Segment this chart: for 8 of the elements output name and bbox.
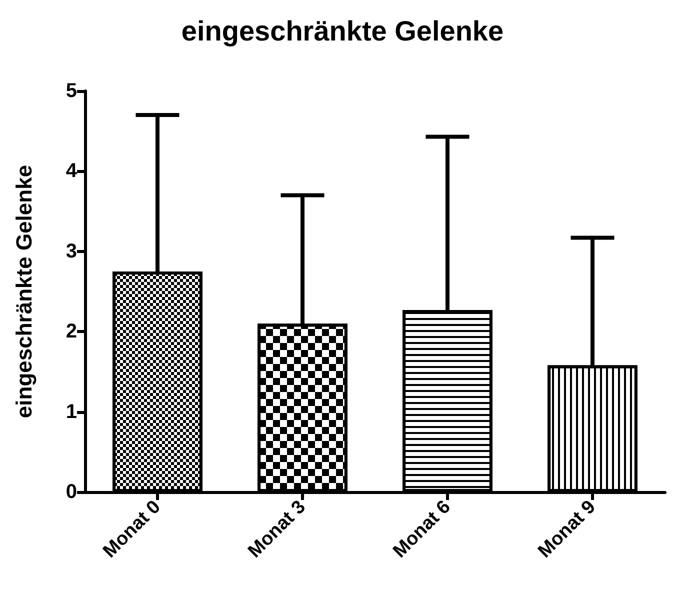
- y-tick-label: 3: [66, 240, 77, 262]
- chart-title: eingeschränkte Gelenke: [181, 16, 504, 46]
- y-tick-label: 4: [66, 160, 78, 182]
- y-tick-label: 0: [66, 481, 77, 503]
- y-tick-label: 1: [66, 400, 77, 423]
- y-tick-label: 2: [66, 320, 77, 343]
- y-axis-title: eingeschränkte Gelenke: [12, 164, 36, 418]
- y-tick-label: 5: [66, 80, 77, 102]
